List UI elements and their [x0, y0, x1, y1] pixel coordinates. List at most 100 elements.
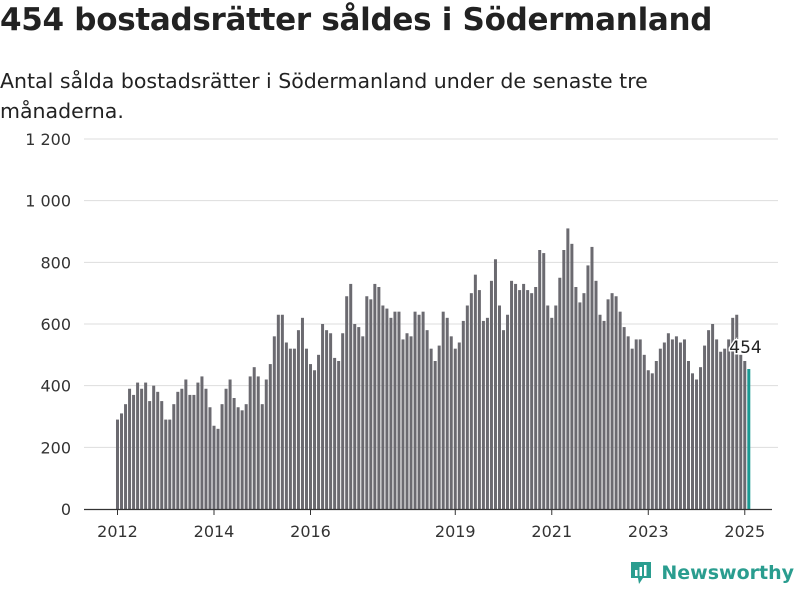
bar [739, 354, 743, 509]
bar [453, 348, 457, 509]
bar [437, 345, 441, 509]
bar [373, 283, 377, 509]
bar [445, 317, 449, 509]
bar [168, 419, 172, 509]
bar [280, 314, 284, 509]
bar [481, 320, 485, 509]
bar [333, 357, 337, 509]
bar [707, 330, 711, 509]
bar [365, 296, 369, 509]
bar [518, 290, 522, 509]
bar [654, 361, 658, 509]
bar [148, 401, 152, 509]
bar [132, 394, 136, 509]
bar [695, 379, 699, 509]
y-tick-label: 600 [40, 315, 71, 334]
bar [662, 342, 666, 509]
x-tick-label: 2019 [435, 522, 476, 541]
bar [353, 324, 357, 509]
bar [578, 302, 582, 509]
y-tick-label: 200 [40, 438, 71, 457]
bar [224, 388, 228, 509]
bar [554, 305, 558, 509]
bar [288, 348, 292, 509]
bar [686, 361, 690, 509]
bar [429, 348, 433, 509]
y-tick-label: 400 [40, 377, 71, 396]
bar [160, 401, 164, 509]
bar [534, 287, 538, 509]
bar [309, 364, 313, 509]
bar [538, 250, 542, 509]
bar [116, 419, 119, 509]
y-tick-label: 800 [40, 253, 71, 272]
bar [618, 311, 622, 509]
bar [184, 379, 188, 509]
bar [337, 361, 341, 509]
bar [397, 311, 401, 509]
bar [389, 317, 393, 509]
bar [228, 379, 232, 509]
bar [682, 339, 686, 509]
bar [268, 364, 272, 509]
bar [469, 293, 473, 509]
chart-title: 454 bostadsrätter såldes i Södermanland [0, 2, 713, 38]
bar [317, 354, 321, 509]
bar [461, 320, 465, 509]
chart-subtitle: Antal sålda bostadsrätter i Södermanland… [0, 69, 648, 123]
bar [140, 388, 144, 509]
gridlines [84, 138, 778, 448]
bar [562, 250, 566, 509]
bar [630, 348, 634, 509]
bar [719, 351, 723, 509]
bar [493, 259, 497, 509]
bar [622, 327, 626, 509]
bar [477, 290, 481, 509]
y-axis-labels: 0 200 400 600 800 1 000 1 200 [25, 130, 71, 519]
bar [284, 342, 288, 509]
bar [526, 290, 530, 509]
bar [188, 394, 192, 509]
bar [329, 333, 333, 509]
bar [405, 333, 409, 509]
bar [345, 296, 349, 509]
bar [349, 283, 353, 509]
bar [240, 410, 244, 509]
newsworthy-icon [631, 562, 652, 584]
bar [457, 342, 461, 509]
bar [473, 274, 477, 509]
bar [602, 320, 606, 509]
bar [489, 280, 493, 509]
bar [144, 382, 148, 509]
bar [626, 336, 630, 509]
bar [666, 333, 670, 509]
bar [296, 330, 300, 509]
bar [703, 345, 707, 509]
bar [638, 339, 642, 509]
bar [711, 324, 715, 509]
bar [590, 246, 594, 509]
bar [321, 324, 325, 509]
bar [542, 253, 546, 509]
bar [574, 287, 578, 509]
bar [465, 305, 469, 509]
bar [244, 404, 248, 509]
y-tick-label: 1 000 [25, 192, 71, 211]
bar [610, 293, 614, 509]
bar [220, 404, 224, 509]
bar [120, 413, 124, 509]
bar [485, 317, 489, 509]
bar [260, 404, 264, 509]
bar [546, 305, 550, 509]
x-tick-label: 2021 [531, 522, 572, 541]
annotations: 454 [728, 337, 763, 360]
bar [417, 314, 421, 509]
bar [727, 339, 731, 509]
bar [743, 361, 747, 509]
bar [200, 376, 204, 509]
bar [634, 339, 638, 509]
bar [510, 280, 514, 509]
bar [325, 330, 329, 509]
bar [212, 425, 216, 509]
